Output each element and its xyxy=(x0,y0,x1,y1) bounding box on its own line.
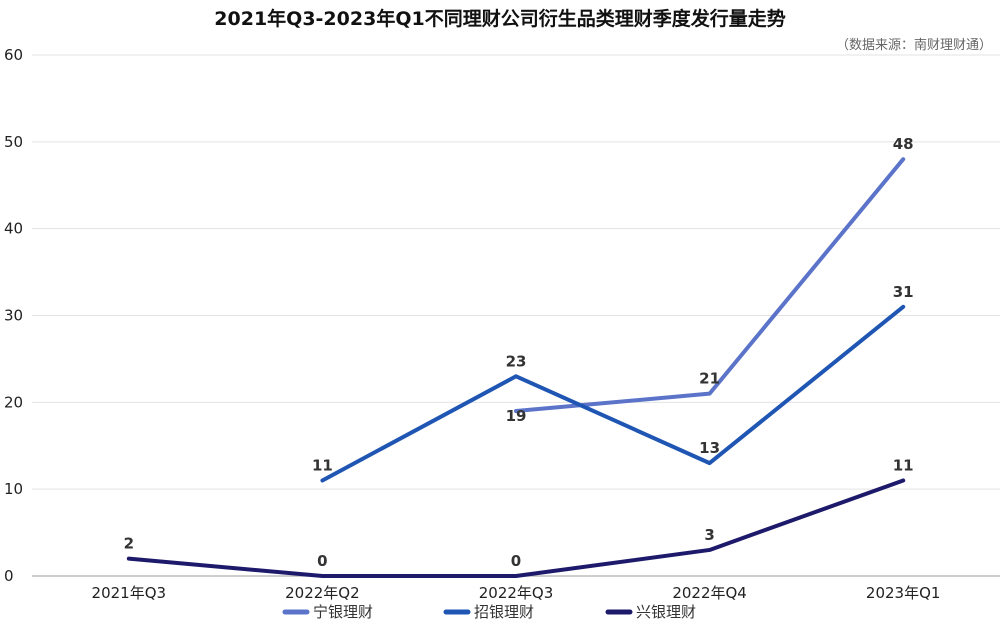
x-tick-label: 2022年Q2 xyxy=(285,584,360,602)
y-tick-label: 40 xyxy=(4,220,23,238)
legend: 宁银理财 招银理财 兴银理财 xyxy=(282,603,696,621)
y-tick-label: 10 xyxy=(4,480,23,498)
data-label: 13 xyxy=(699,439,720,457)
data-label: 19 xyxy=(506,407,527,425)
y-tick-label: 60 xyxy=(4,46,23,64)
legend-label: 宁银理财 xyxy=(313,603,373,621)
y-tick-label: 30 xyxy=(4,307,23,325)
legend-label: 兴银理财 xyxy=(636,603,696,621)
x-tick-label: 2022年Q4 xyxy=(672,584,747,602)
chart-title: 2021年Q3-2023年Q1不同理财公司衍生品类理财季度发行量走势 xyxy=(214,8,786,30)
data-label: 31 xyxy=(893,283,914,301)
source-note: （数据来源：南财理财通） xyxy=(835,38,992,53)
y-tick-label: 20 xyxy=(4,393,23,411)
data-labels: 19 21 48 11 23 13 31 2 0 0 3 11 xyxy=(124,135,914,570)
series-lines xyxy=(126,157,906,578)
x-tick-label: 2023年Q1 xyxy=(866,584,941,602)
data-label: 0 xyxy=(317,552,327,570)
series-line-2 xyxy=(320,304,906,483)
data-label: 21 xyxy=(699,370,720,388)
grid-lines xyxy=(32,54,1000,490)
data-label: 23 xyxy=(506,352,527,370)
x-tick-label: 2021年Q3 xyxy=(92,584,167,602)
data-label: 2 xyxy=(124,535,134,553)
y-tick-label: 0 xyxy=(4,567,14,585)
series-line-3 xyxy=(126,478,906,578)
data-label: 0 xyxy=(511,552,521,570)
data-label: 11 xyxy=(312,456,333,474)
y-tick-label: 50 xyxy=(4,133,23,151)
data-label: 3 xyxy=(704,526,714,544)
data-label: 11 xyxy=(893,456,914,474)
legend-label: 招银理财 xyxy=(474,603,534,621)
data-label: 48 xyxy=(893,135,914,153)
x-tick-label: 2022年Q3 xyxy=(479,584,554,602)
